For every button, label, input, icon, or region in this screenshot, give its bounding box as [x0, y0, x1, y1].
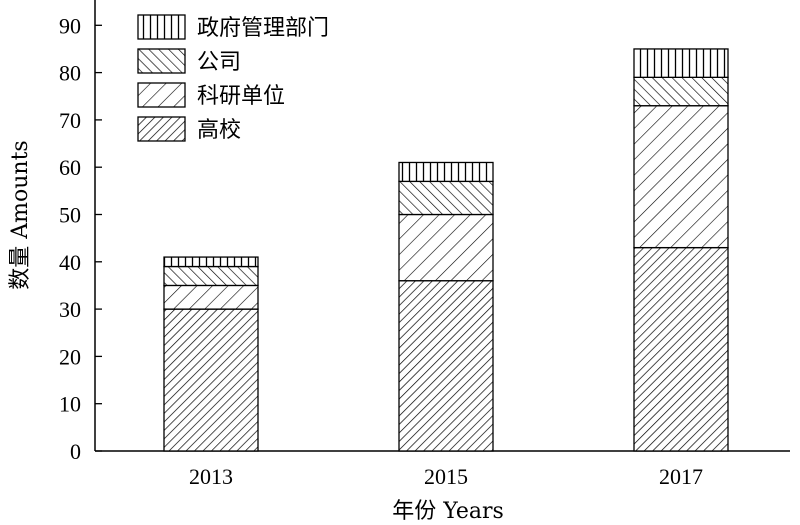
y-tick-label: 20 — [59, 344, 81, 369]
y-ticks: 0 10 20 30 40 50 60 70 80 90 — [59, 13, 102, 464]
x-axis-title: 年份 Years — [392, 499, 504, 524]
bar-segment-2015-2 — [398, 180, 494, 216]
bar-segment-2017-3 — [633, 48, 729, 78]
x-tick-label: 2015 — [424, 464, 468, 489]
bar-segment-2017-2 — [633, 76, 729, 107]
x-tick-label: 2013 — [189, 464, 233, 489]
legend-label: 公司 — [197, 50, 241, 75]
legend-swatch — [137, 48, 186, 74]
y-tick-label: 80 — [59, 61, 81, 86]
legend-swatch — [137, 82, 186, 108]
y-tick-label: 60 — [59, 155, 81, 180]
bar-segment-2017-1 — [633, 105, 729, 249]
bar-segment-2013-3 — [163, 256, 259, 268]
legend-label: 高校 — [197, 118, 241, 143]
x-tick-label: 2017 — [659, 464, 703, 489]
legend-swatch — [137, 116, 186, 142]
y-tick-label: 40 — [59, 250, 81, 275]
legend-label: 科研单位 — [197, 84, 285, 109]
y-tick-label: 10 — [59, 392, 81, 417]
y-tick-label: 70 — [59, 108, 81, 133]
bar-segment-2015-1 — [398, 213, 494, 282]
y-tick-label: 0 — [70, 439, 81, 464]
bar-segment-2015-3 — [398, 161, 494, 183]
x-ticks: 2013 2015 2017 — [189, 444, 703, 489]
bar-segment-2013-1 — [163, 284, 259, 310]
y-axis-title: 数量 Amounts — [8, 140, 33, 289]
bar-segment-2013-0 — [163, 308, 259, 452]
bars — [163, 48, 729, 452]
bar-segment-2013-2 — [163, 265, 259, 287]
bar-segment-2015-0 — [398, 280, 494, 452]
legend-label: 政府管理部门 — [197, 16, 329, 41]
y-tick-label: 50 — [59, 203, 81, 228]
y-tick-label: 90 — [59, 13, 81, 38]
legend-swatch — [137, 14, 186, 40]
bar-segment-2017-0 — [633, 246, 729, 452]
y-tick-label: 30 — [59, 297, 81, 322]
